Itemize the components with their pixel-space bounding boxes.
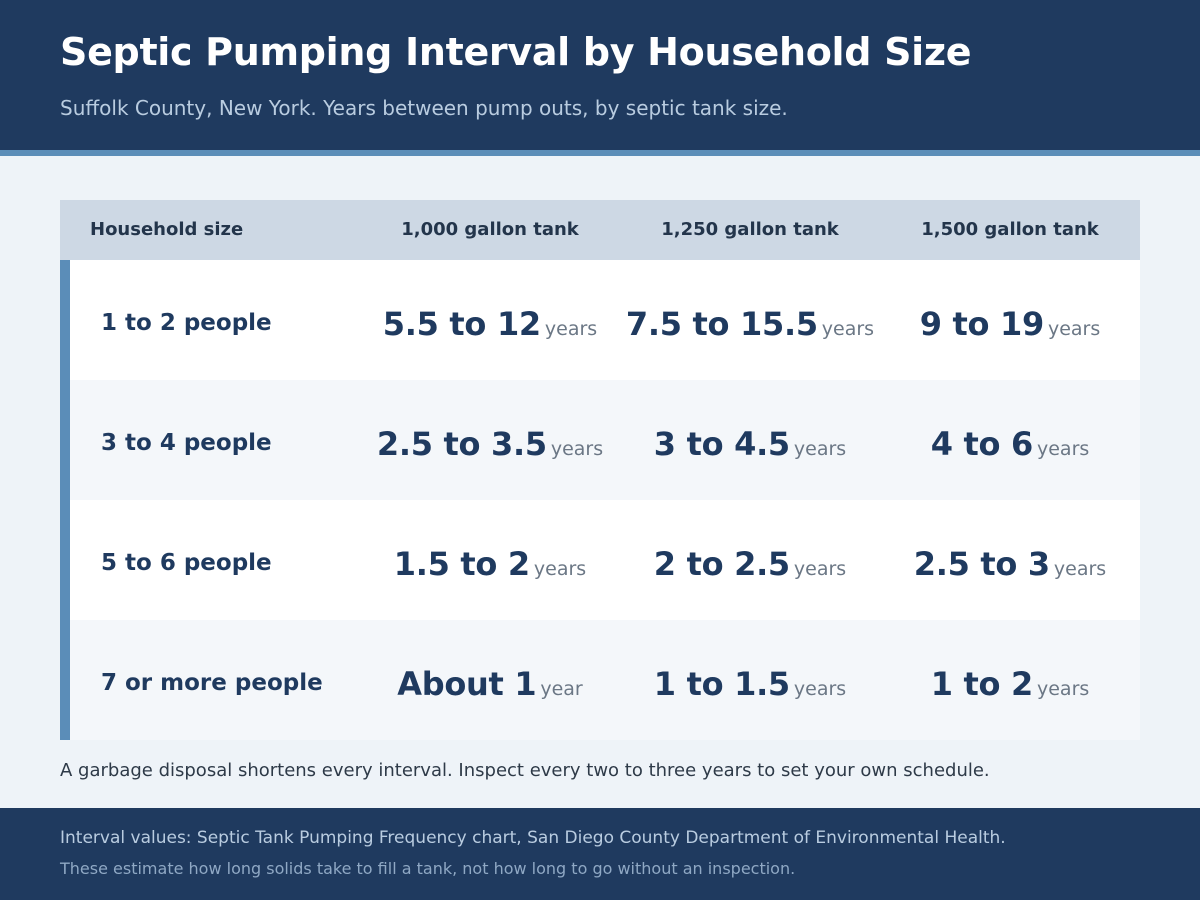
column-header-1250-gallon: 1,250 gallon tank xyxy=(661,219,839,240)
cell-value: 4 to 6 xyxy=(930,425,1034,463)
cell-unit: years xyxy=(544,318,598,340)
cell-unit: years xyxy=(793,558,847,580)
cell-unit: years xyxy=(821,318,875,340)
row-label: 1 to 2 people xyxy=(101,310,272,336)
column-header-1000-gallon: 1,000 gallon tank xyxy=(401,219,579,240)
table-cell: 2.5 to 3 years xyxy=(880,500,1140,620)
table-cell: 1 to 2 years xyxy=(880,620,1140,740)
table-cell: 3 to 4.5 years xyxy=(620,380,880,500)
table-cell: 9 to 19 years xyxy=(880,260,1140,380)
cell-unit: years xyxy=(793,438,847,460)
column-header-household-size: Household size xyxy=(90,219,244,240)
table-row: 3 to 4 people 2.5 to 3.5 years 3 to 4.5 ye… xyxy=(60,380,1140,500)
row-label: 5 to 6 people xyxy=(101,550,272,576)
cell-value: 7.5 to 15.5 xyxy=(625,305,818,343)
cell-unit: years xyxy=(1047,318,1101,340)
table-cell: 2.5 to 3.5 years xyxy=(360,380,620,500)
cell-value: 1.5 to 2 xyxy=(393,545,530,583)
page-subtitle: Suffolk County, New York. Years between … xyxy=(60,96,788,120)
table-cell: 4 to 6 years xyxy=(880,380,1140,500)
page-header: Septic Pumping Interval by Household Siz… xyxy=(0,0,1200,150)
cell-value: 5.5 to 12 xyxy=(382,305,541,343)
cell-unit: years xyxy=(1037,438,1090,460)
cell-unit: years xyxy=(1053,558,1107,580)
table-cell: 7.5 to 15.5 years xyxy=(620,260,880,380)
usage-note: A garbage disposal shortens every interv… xyxy=(60,760,990,781)
cell-unit: years xyxy=(550,438,604,460)
cell-value: 1 to 1.5 xyxy=(653,665,790,703)
table-cell: 1.5 to 2 years xyxy=(360,500,620,620)
caveat-note: These estimate how long solids take to f… xyxy=(60,859,796,878)
row-label: 7 or more people xyxy=(101,670,323,696)
page-title: Septic Pumping Interval by Household Siz… xyxy=(60,30,972,74)
cell-value: 2 to 2.5 xyxy=(653,545,790,583)
cell-value: 2.5 to 3.5 xyxy=(376,425,547,463)
row-accent-bar xyxy=(60,260,70,740)
cell-value: 9 to 19 xyxy=(919,305,1045,343)
table-cell: 1 to 1.5 years xyxy=(620,620,880,740)
table-row: 5 to 6 people 1.5 to 2 years 2 to 2.5 year… xyxy=(60,500,1140,620)
table-cell: 2 to 2.5 years xyxy=(620,500,880,620)
cell-value: About 1 xyxy=(397,665,537,703)
cell-unit: year xyxy=(540,678,583,700)
page-footer: Interval values: Septic Tank Pumping Fre… xyxy=(0,808,1200,900)
row-label: 3 to 4 people xyxy=(101,430,272,456)
cell-value: 3 to 4.5 xyxy=(653,425,790,463)
table-row: 1 to 2 people 5.5 to 12 years 7.5 to 15.5… xyxy=(60,260,1140,380)
column-header-1500-gallon: 1,500 gallon tank xyxy=(921,219,1099,240)
header-divider xyxy=(0,150,1200,156)
cell-unit: years xyxy=(533,558,587,580)
source-note: Interval values: Septic Tank Pumping Fre… xyxy=(60,828,1006,848)
interval-table: Household size 1,000 gallon tank 1,250 g… xyxy=(60,200,1140,740)
cell-value: 1 to 2 xyxy=(930,665,1034,703)
table-header-row: Household size 1,000 gallon tank 1,250 g… xyxy=(60,200,1140,260)
cell-value: 2.5 to 3 xyxy=(913,545,1050,583)
cell-unit: years xyxy=(1037,678,1090,700)
table-row: 7 or more people About 1 year 1 to 1.5 yea… xyxy=(60,620,1140,740)
table-cell: 5.5 to 12 years xyxy=(360,260,620,380)
cell-unit: years xyxy=(793,678,847,700)
table-cell: About 1 year xyxy=(360,620,620,740)
